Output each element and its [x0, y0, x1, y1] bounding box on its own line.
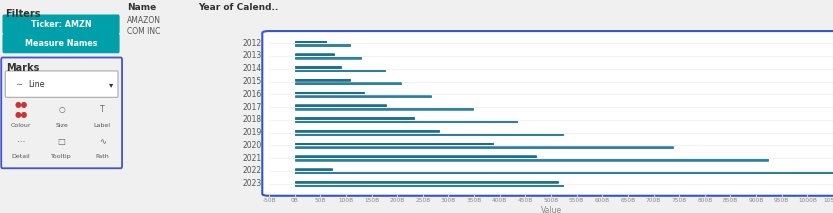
FancyBboxPatch shape — [5, 71, 118, 97]
Text: Colour: Colour — [11, 123, 31, 128]
Text: ○: ○ — [58, 105, 65, 114]
Text: Marks: Marks — [6, 63, 39, 73]
Text: 2021: 2021 — [242, 154, 262, 163]
FancyBboxPatch shape — [2, 34, 120, 53]
FancyBboxPatch shape — [1, 58, 122, 168]
Text: Tooltip: Tooltip — [52, 154, 72, 159]
Text: Label: Label — [94, 123, 111, 128]
Text: ●●
●●: ●● ●● — [14, 100, 27, 119]
Text: Year of Calend..: Year of Calend.. — [197, 3, 278, 12]
Text: 2014: 2014 — [242, 64, 262, 73]
Text: Line: Line — [28, 80, 45, 89]
X-axis label: Value: Value — [541, 206, 561, 213]
Text: Measure Names: Measure Names — [25, 39, 97, 48]
Text: Path: Path — [96, 154, 109, 159]
Text: 2023: 2023 — [242, 179, 262, 188]
Text: 2019: 2019 — [242, 128, 262, 137]
Text: ∼: ∼ — [15, 80, 22, 89]
Text: Filters: Filters — [5, 9, 41, 19]
Text: 2018: 2018 — [242, 115, 262, 124]
Text: T: T — [100, 105, 105, 114]
Text: □: □ — [57, 137, 66, 146]
Text: Detail: Detail — [12, 154, 30, 159]
Text: 2022: 2022 — [242, 166, 262, 175]
Text: AMAZON: AMAZON — [127, 16, 161, 25]
FancyBboxPatch shape — [2, 14, 120, 34]
Text: COM INC: COM INC — [127, 27, 160, 36]
Text: Ticker: AMZN: Ticker: AMZN — [31, 20, 92, 29]
Text: 2020: 2020 — [242, 141, 262, 150]
Text: 2015: 2015 — [242, 77, 262, 86]
Text: 2016: 2016 — [242, 90, 262, 99]
Text: 2012: 2012 — [242, 39, 262, 48]
Text: 2017: 2017 — [242, 102, 262, 112]
Text: 2013: 2013 — [242, 52, 262, 60]
Text: ⋯: ⋯ — [17, 137, 25, 146]
Text: ∿: ∿ — [99, 137, 106, 146]
Text: Name: Name — [127, 3, 156, 12]
FancyBboxPatch shape — [262, 31, 833, 196]
Text: Size: Size — [55, 123, 68, 128]
Text: ▾: ▾ — [109, 80, 113, 89]
